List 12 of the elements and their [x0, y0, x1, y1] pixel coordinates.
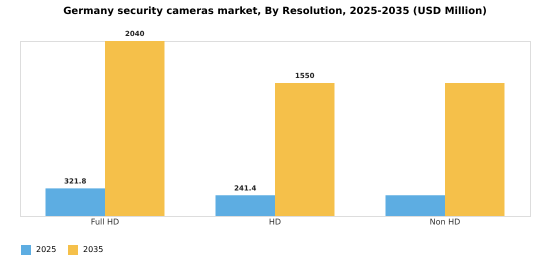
legend-label: 2025 [36, 245, 56, 254]
bar [445, 83, 504, 216]
x-tick-label: Full HD [90, 218, 120, 226]
bar [386, 195, 445, 216]
bar [275, 83, 334, 216]
bar [46, 188, 105, 216]
x-tick-label: Non HD [430, 218, 460, 226]
x-tick-label: HD [268, 218, 282, 226]
bar [105, 41, 164, 216]
chart-title: Germany security cameras market, By Resolution, 2025-2035 (USD Million) [63, 6, 487, 17]
bar [216, 195, 275, 216]
legend-label: 2035 [83, 245, 104, 254]
